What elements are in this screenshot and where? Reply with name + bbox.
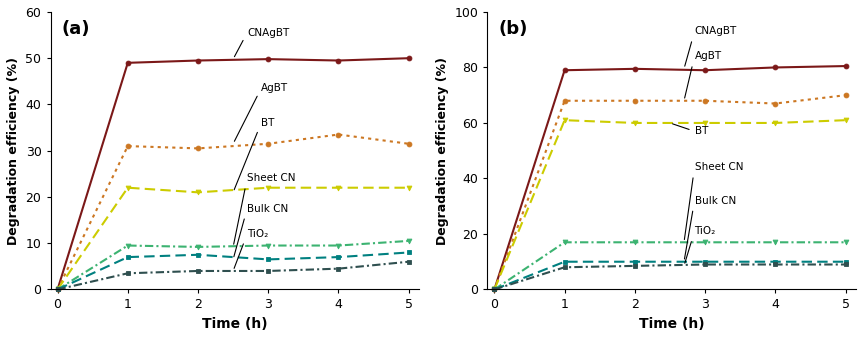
Text: Sheet CN: Sheet CN — [234, 173, 296, 244]
Text: Bulk CN: Bulk CN — [684, 196, 736, 259]
Text: BT: BT — [672, 124, 708, 136]
Text: CNAgBT: CNAgBT — [684, 26, 737, 66]
Text: AgBT: AgBT — [235, 83, 288, 141]
Text: AgBT: AgBT — [684, 51, 721, 98]
Text: (a): (a) — [61, 20, 90, 38]
Text: Bulk CN: Bulk CN — [234, 203, 288, 257]
Text: BT: BT — [234, 118, 274, 190]
Y-axis label: Degradation efficiency (%): Degradation efficiency (%) — [436, 57, 449, 245]
Y-axis label: Degradation efficiency (%): Degradation efficiency (%) — [7, 57, 20, 245]
Text: TiO₂: TiO₂ — [685, 226, 715, 263]
X-axis label: Time (h): Time (h) — [202, 317, 268, 331]
Text: Sheet CN: Sheet CN — [684, 162, 743, 240]
X-axis label: Time (h): Time (h) — [639, 317, 704, 331]
Text: CNAgBT: CNAgBT — [235, 28, 289, 57]
Text: TiO₂: TiO₂ — [234, 229, 268, 268]
Text: (b): (b) — [499, 20, 528, 38]
